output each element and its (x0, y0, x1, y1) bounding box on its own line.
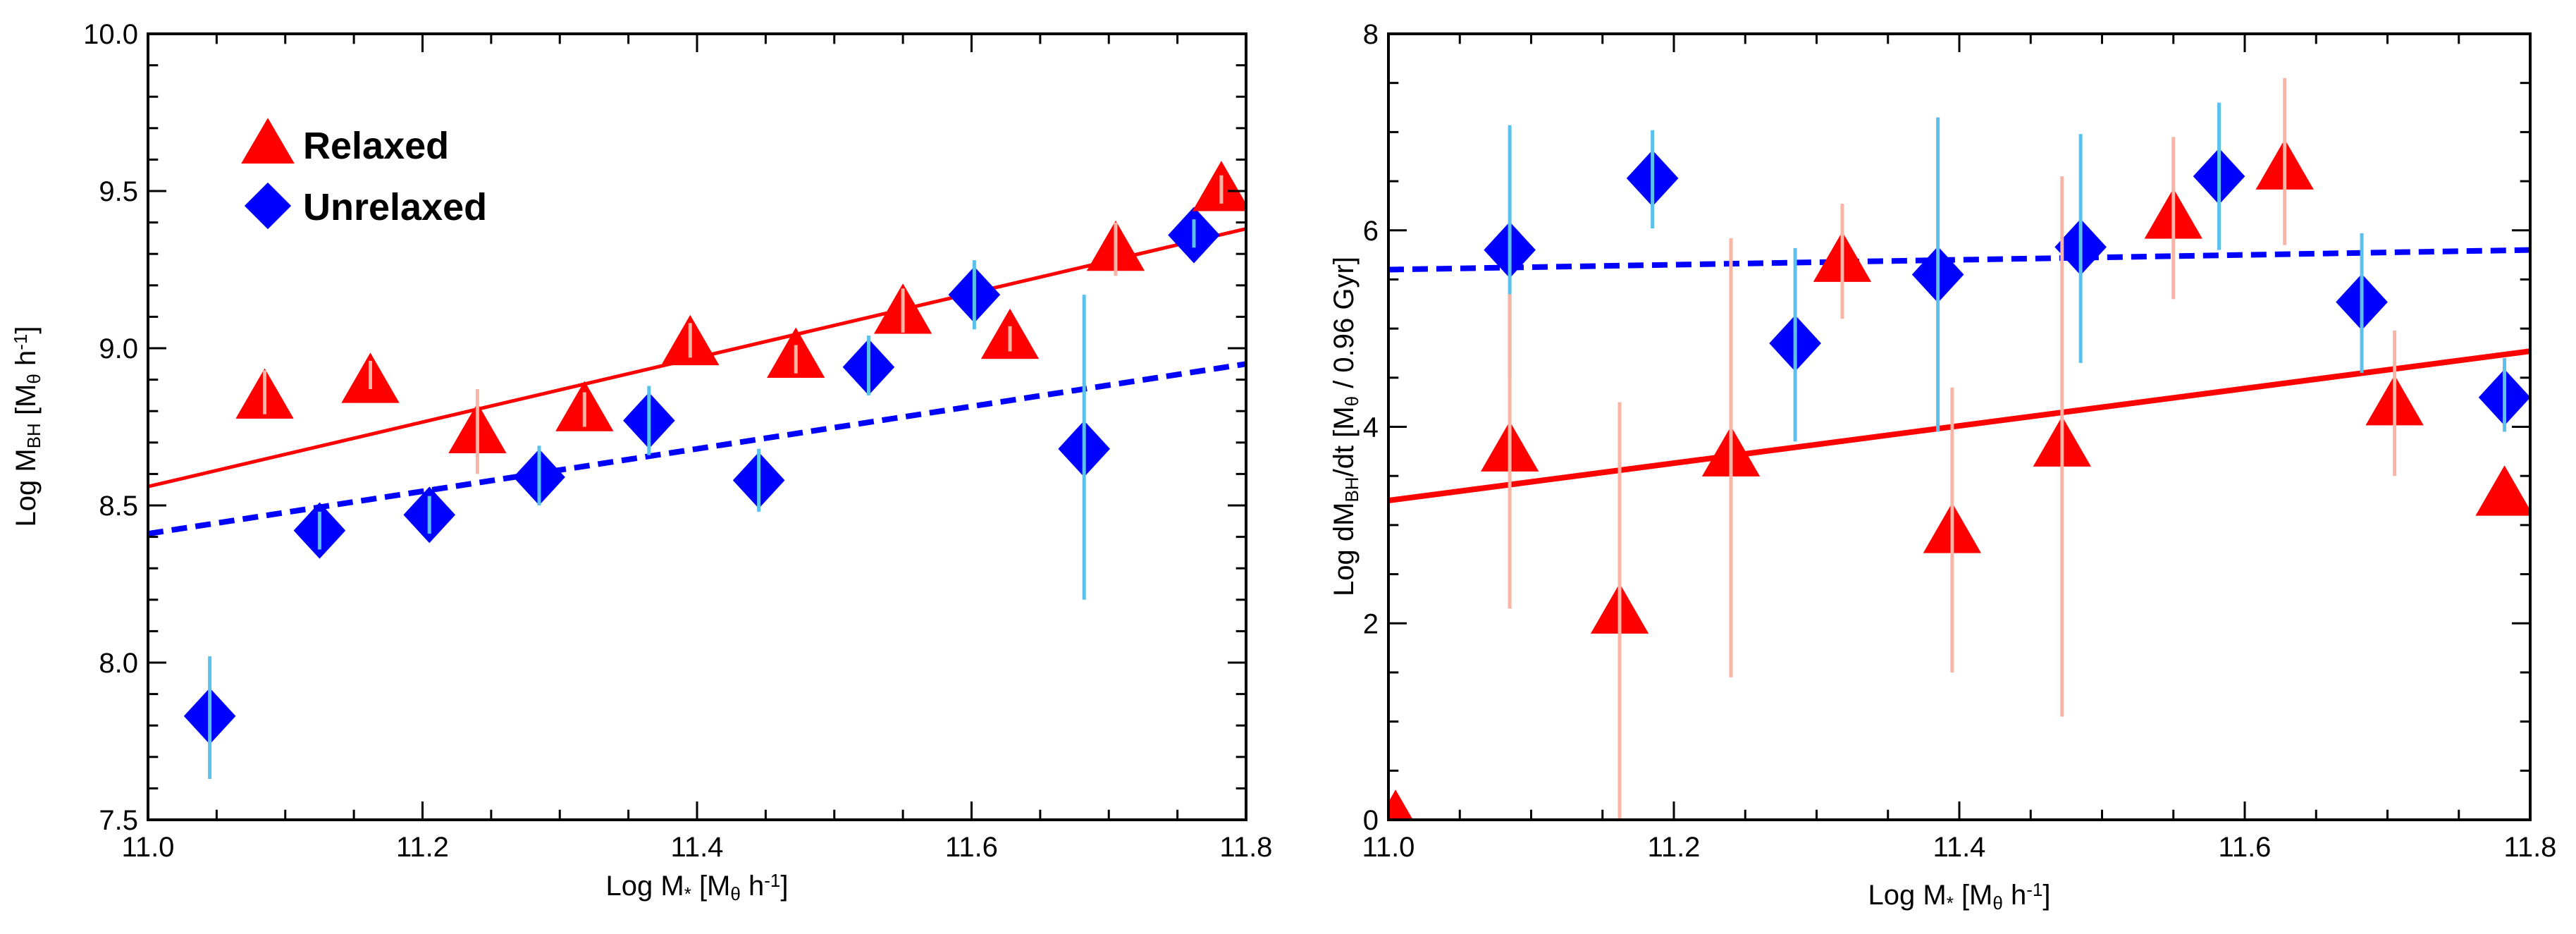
x-tick-label: 11.2 (396, 832, 449, 863)
x-axis-label-post: [M (1954, 880, 1993, 911)
y-axis-label-post: [M (11, 384, 42, 424)
x-tick-label: 11.4 (671, 832, 724, 863)
y-axis-label-sub: BH (23, 423, 44, 448)
x-axis-label-sup: -1 (2026, 879, 2042, 900)
relaxed-point-marker (1192, 161, 1246, 211)
y-axis-label-post: /dt [M (1329, 406, 1360, 477)
y-axis-label-sup: -1 (10, 334, 31, 350)
y-axis-label-pre: Log M (11, 448, 42, 527)
legend-label-unrelaxed: Unrelaxed (303, 186, 487, 228)
x-axis-label: Log M* [Mθ h-1] (606, 870, 789, 904)
y-tick-label: 0 (1363, 805, 1379, 836)
y-tick-label: 9.0 (99, 333, 138, 364)
x-axis-label-pre: Log M (606, 871, 684, 902)
x-axis-label-sub: * (1947, 892, 1954, 914)
y-axis-label-end: ] (11, 326, 42, 334)
y-tick-label: 7.5 (99, 805, 138, 836)
y-tick-label: 8.5 (99, 491, 138, 522)
plot-area (1388, 78, 2530, 820)
y-axis-label-sub: BH (1341, 477, 1362, 502)
x-tick-label: 11.0 (1362, 832, 1415, 863)
y-tick-label: 10.0 (83, 19, 138, 50)
x-axis-label-sup: -1 (764, 870, 780, 891)
relaxed-fit-line (1388, 348, 2530, 503)
y-axis-label-pre: Log dM (1329, 503, 1360, 596)
legend-unrelaxed-diamond-icon (244, 182, 292, 230)
x-axis-label-sub2: θ (1992, 892, 2002, 914)
legend-label-relaxed: Relaxed (303, 125, 449, 167)
x-axis-label-pre: Log M (1868, 880, 1947, 911)
y-tick-label: 8.0 (99, 648, 138, 679)
y-tick-label: 8 (1363, 19, 1379, 50)
x-axis-label-post2: h (2003, 880, 2026, 911)
x-tick-label: 11.8 (1220, 832, 1273, 863)
x-axis-label-post2: h (741, 871, 764, 902)
x-tick-label: 11.8 (2504, 832, 2557, 863)
y-axis-label-post2: h (11, 350, 42, 374)
y-axis-label-end: ] (1329, 257, 1360, 264)
y-axis-label-sub2: θ (1341, 396, 1362, 406)
relaxed-point-marker (1388, 789, 1413, 820)
x-tick-label: 11.2 (1648, 832, 1701, 863)
y-axis-label: Log MBH [Mθ h-1] (10, 326, 44, 527)
x-tick-label: 11.6 (2219, 832, 2272, 863)
x-axis-label: Log M* [Mθ h-1] (1868, 879, 2051, 914)
y-axis-label: Log dMBH/dt [Mθ / 0.96 Gyr] (1329, 257, 1362, 596)
y-tick-label: 2 (1363, 608, 1379, 639)
plot-area (148, 161, 1246, 780)
y-tick-label: 6 (1363, 216, 1379, 247)
relaxed-point-marker (2475, 465, 2530, 516)
legend: Relaxed Unrelaxed (241, 118, 487, 230)
y-axis-label-sub2: θ (23, 374, 44, 383)
y-axis-label-post2: / 0.96 Gyr (1329, 264, 1360, 396)
unrelaxed-fit-line (148, 361, 1246, 537)
y-tick-label: 4 (1363, 412, 1379, 443)
unrelaxed-fit-line (1388, 247, 2530, 273)
x-axis-label-sub: * (684, 883, 691, 904)
y-tick-label: 9.5 (99, 176, 138, 207)
x-axis-label-sub2: θ (730, 883, 740, 904)
left-panel-mass-bh: 11.0 11.2 11.4 11.6 11.8 7.5 8.0 8.5 9.0 9.5 10.0 L… (10, 19, 1272, 904)
x-axis-label-post: [M (691, 871, 731, 902)
x-axis-label-end: ] (780, 871, 788, 902)
x-tick-label: 11.6 (945, 832, 998, 863)
x-axis-label-end: ] (2042, 880, 2050, 911)
legend-relaxed-triangle-icon (241, 118, 295, 164)
x-tick-label: 11.0 (122, 832, 175, 863)
x-tick-label: 11.4 (1933, 832, 1986, 863)
